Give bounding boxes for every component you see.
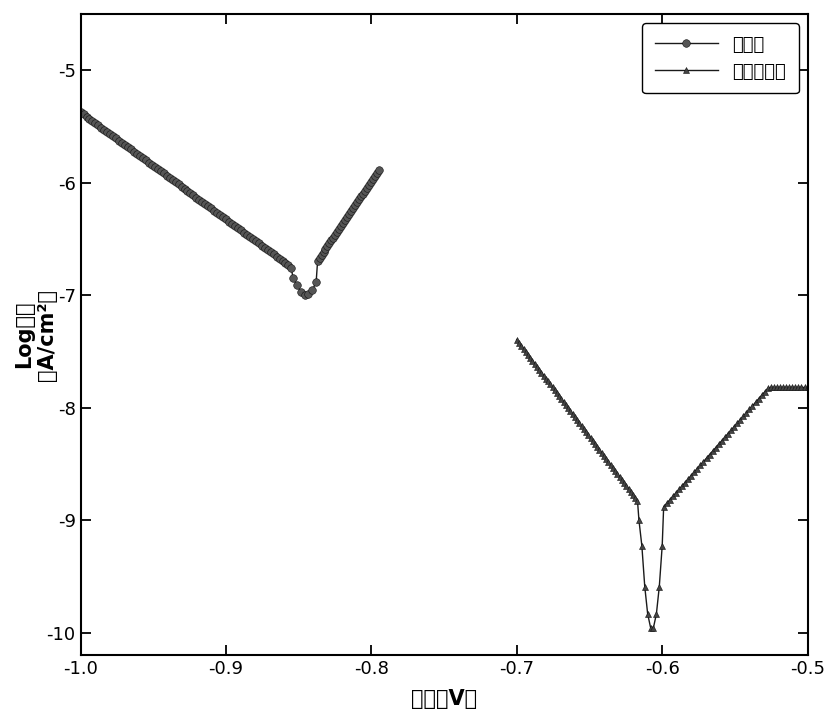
超疏水涂层 bbox=[696, 461, 706, 469]
超疏水涂层 bbox=[657, 542, 667, 550]
铝基体 bbox=[76, 108, 86, 116]
铝基体 bbox=[266, 248, 276, 257]
超疏水涂层 bbox=[512, 335, 522, 344]
X-axis label: 电压（V）: 电压（V） bbox=[411, 689, 477, 709]
铝基体 bbox=[367, 174, 378, 183]
Y-axis label: Log电流
（A/cm²）: Log电流 （A/cm²） bbox=[14, 288, 57, 380]
超疏水涂层 bbox=[599, 452, 609, 461]
铝基体 bbox=[197, 197, 207, 206]
Legend: 铝基体, 超疏水涂层: 铝基体, 超疏水涂层 bbox=[642, 23, 799, 93]
铝基体 bbox=[159, 169, 169, 178]
Line: 铝基体: 铝基体 bbox=[76, 108, 383, 299]
铝基体 bbox=[300, 291, 310, 299]
超疏水涂层 bbox=[803, 383, 813, 392]
超疏水涂层 bbox=[794, 383, 804, 392]
Line: 超疏水涂层: 超疏水涂层 bbox=[513, 336, 811, 631]
超疏水涂层 bbox=[711, 443, 721, 452]
超疏水涂层 bbox=[645, 623, 655, 632]
铝基体 bbox=[373, 166, 383, 174]
超疏水涂层 bbox=[729, 422, 739, 431]
铝基体 bbox=[150, 163, 160, 171]
铝基体 bbox=[227, 220, 237, 228]
